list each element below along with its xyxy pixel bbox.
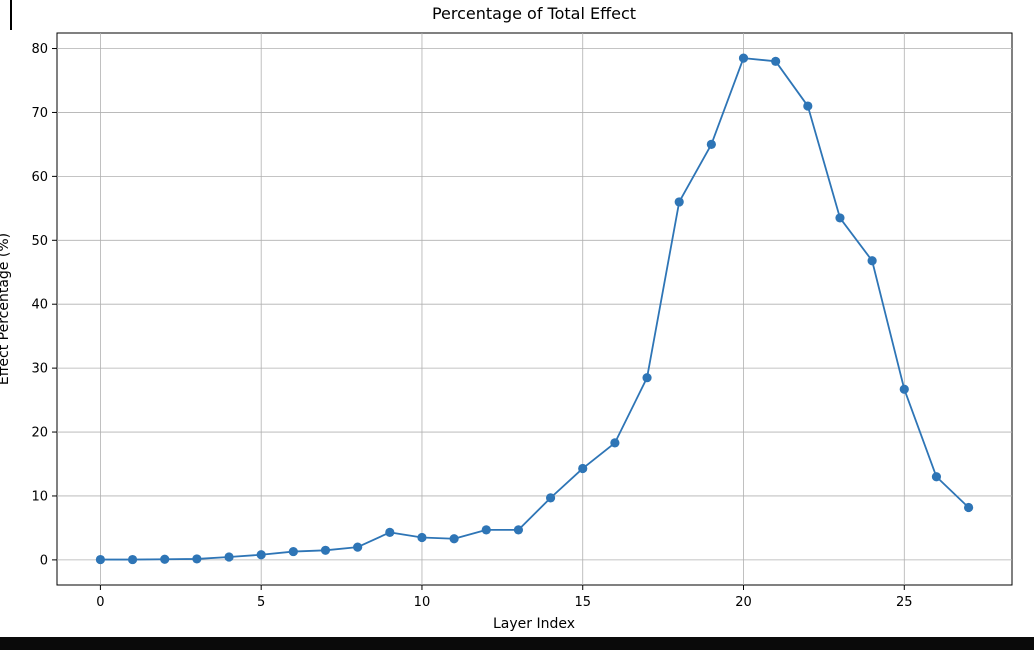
chart-title: Percentage of Total Effect — [432, 4, 636, 23]
data-point — [160, 554, 170, 564]
y-tick-label: 40 — [31, 298, 48, 313]
data-point — [771, 56, 781, 66]
y-tick-label: 30 — [31, 362, 48, 377]
data-point — [867, 256, 877, 266]
data-point — [899, 384, 909, 394]
data-point — [288, 546, 298, 557]
x-tick-label: 15 — [574, 595, 591, 610]
data-point — [545, 493, 556, 503]
data-point — [192, 554, 202, 564]
data-point — [127, 554, 138, 565]
data-point — [674, 197, 684, 207]
axis-tick-labels: 0 5 10 15 20 25 0 10 20 30 40 50 60 70 80 — [31, 42, 912, 610]
data-point — [738, 53, 749, 63]
data-point — [95, 554, 106, 565]
data-point — [353, 542, 363, 552]
plot-area — [56, 32, 1013, 586]
x-tick-label: 0 — [96, 595, 104, 610]
y-axis-label: Effect Percentage (%) — [0, 233, 12, 385]
data-point — [256, 550, 266, 560]
data-point — [610, 438, 620, 448]
y-tick-label: 10 — [31, 489, 48, 504]
y-tick-label: 0 — [40, 553, 48, 568]
y-tick-label: 50 — [31, 234, 48, 249]
data-line — [99, 57, 970, 561]
data-point — [417, 532, 427, 543]
data-point — [481, 525, 491, 535]
data-point — [835, 213, 845, 223]
data-point — [320, 545, 331, 555]
data-point — [642, 373, 652, 383]
x-tick-label: 5 — [257, 595, 265, 610]
data-point — [449, 534, 459, 544]
data-point — [578, 463, 588, 474]
left-edge-line — [10, 0, 12, 30]
y-tick-label: 70 — [31, 106, 48, 121]
x-axis-label: Layer Index — [493, 616, 575, 632]
data-point — [963, 502, 974, 513]
data-point — [931, 472, 942, 482]
data-point — [385, 527, 395, 537]
x-tick-label: 20 — [735, 595, 752, 610]
x-tick-label: 25 — [896, 595, 913, 610]
y-tick-label: 80 — [31, 42, 48, 57]
data-point — [706, 139, 716, 150]
grid — [57, 33, 1012, 585]
x-tick-label: 10 — [414, 595, 431, 610]
bottom-black-bar — [0, 637, 1034, 650]
y-tick-label: 20 — [31, 426, 48, 441]
data-point — [803, 101, 813, 111]
data-point — [224, 552, 234, 562]
y-tick-label: 60 — [31, 170, 48, 185]
axis-ticks — [52, 48, 905, 590]
data-series — [95, 53, 974, 565]
data-point — [513, 525, 524, 535]
